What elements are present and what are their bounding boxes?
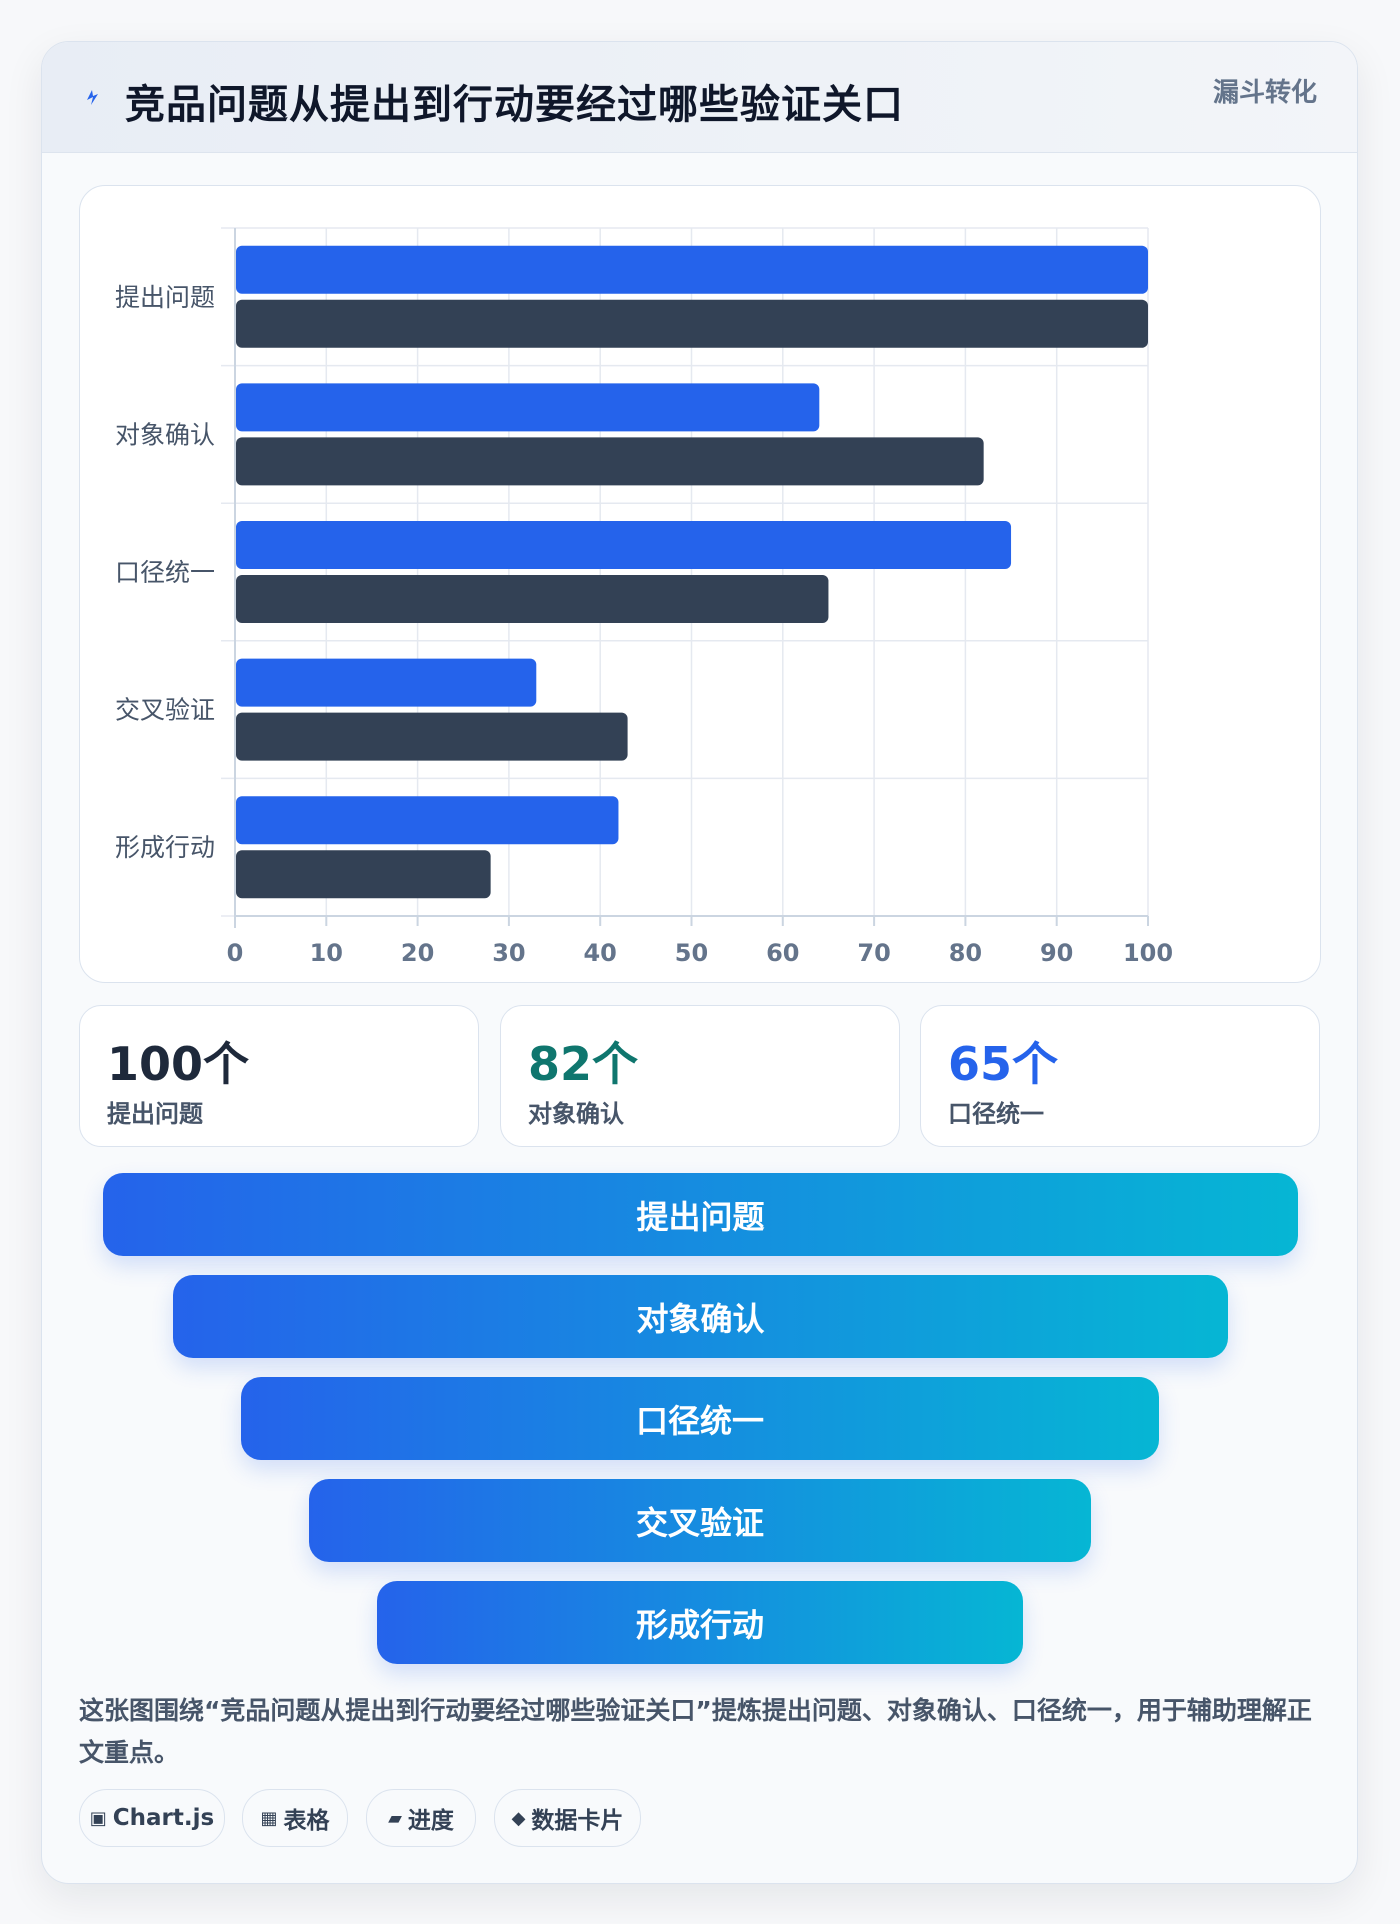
stat-card-3: 65个 口径统一 [920, 1005, 1320, 1147]
x-tick-label: 50 [675, 939, 708, 967]
y-tick-label: 口径统一 [115, 558, 215, 587]
chip-label: 表格 [283, 1808, 330, 1834]
y-tick-label: 对象确认 [115, 420, 215, 449]
x-tick-label: 20 [401, 939, 434, 967]
funnel-stage-3: 口径统一 [241, 1377, 1159, 1460]
chip-label: 数据卡片 [531, 1808, 624, 1834]
page-title: 竞品问题从提出到行动要经过哪些验证关口 [125, 82, 904, 128]
stat-label: 对象确认 [528, 1100, 624, 1128]
bar-1 [236, 796, 619, 845]
y-tick-label: 形成行动 [115, 833, 215, 862]
x-tick-label: 60 [766, 939, 799, 967]
bar-1 [236, 521, 1012, 569]
x-tick-label: 80 [949, 939, 982, 967]
bar-2 [236, 575, 829, 623]
chip-table[interactable]: ▦ 表格 [242, 1789, 348, 1847]
card-header: 竞品问题从提出到行动要经过哪些验证关口 漏斗转化 [42, 42, 1357, 153]
x-tick-label: 10 [310, 939, 343, 967]
funnel-stage-1: 提出问题 [103, 1173, 1298, 1256]
bolt-icon [87, 90, 98, 105]
chip-chartjs[interactable]: ▣ Chart.js [79, 1789, 225, 1847]
chart-panel: 提出问题对象确认口径统一交叉验证形成行动 0 10 20 30 40 50 60 70 80 90 1… [79, 185, 1321, 983]
description-text: 这张图围绕“竞品问题从提出到行动要经过哪些验证关口”提炼提出问题、对象确认、口径… [79, 1696, 1312, 1767]
stat-label: 提出问题 [107, 1100, 203, 1128]
chip-progress[interactable]: ▰ 进度 [366, 1789, 476, 1847]
bar-2 [236, 437, 984, 486]
x-tick-label: 40 [583, 939, 616, 967]
x-tick-label: 100 [1123, 939, 1173, 967]
bar-2 [236, 850, 491, 899]
stat-value: 82个 [528, 1037, 639, 1091]
funnel-stage-2: 对象确认 [173, 1275, 1228, 1358]
x-tick-label: 70 [857, 939, 890, 967]
x-tick-label: 30 [492, 939, 525, 967]
stat-card-1: 100个 提出问题 [79, 1005, 479, 1147]
bar-1 [236, 658, 537, 707]
x-tick-label: 0 [227, 939, 244, 967]
chip-label: Chart.js [112, 1805, 215, 1831]
y-tick-label: 提出问题 [115, 283, 215, 312]
progress-icon: ▰ [388, 1807, 402, 1829]
bar-2 [236, 712, 628, 761]
table-icon: ▦ [260, 1807, 278, 1829]
chip-label: 进度 [407, 1808, 454, 1834]
diamond-icon: ◆ [511, 1807, 526, 1829]
infographic-card: 竞品问题从提出到行动要经过哪些验证关口 漏斗转化 提出问题 对象确认 口径统一 交叉验… [41, 41, 1358, 1884]
bar-1 [236, 383, 820, 432]
category-tag: 漏斗转化 [1212, 78, 1317, 108]
funnel-stage-5: 形成行动 [377, 1581, 1023, 1664]
chip-data-card[interactable]: ◆ 数据卡片 [494, 1789, 641, 1847]
stat-value: 65个 [948, 1037, 1059, 1091]
chart-icon: ▣ [89, 1807, 107, 1829]
y-tick-label: 交叉验证 [115, 696, 215, 725]
stat-label: 口径统一 [948, 1100, 1044, 1128]
bar-1 [236, 245, 1148, 294]
funnel-stage-4: 交叉验证 [309, 1479, 1091, 1562]
stat-value: 100个 [107, 1037, 250, 1091]
stat-card-2: 82个 对象确认 [500, 1005, 900, 1147]
bar-2 [236, 299, 1148, 348]
x-tick-label: 90 [1040, 939, 1073, 967]
